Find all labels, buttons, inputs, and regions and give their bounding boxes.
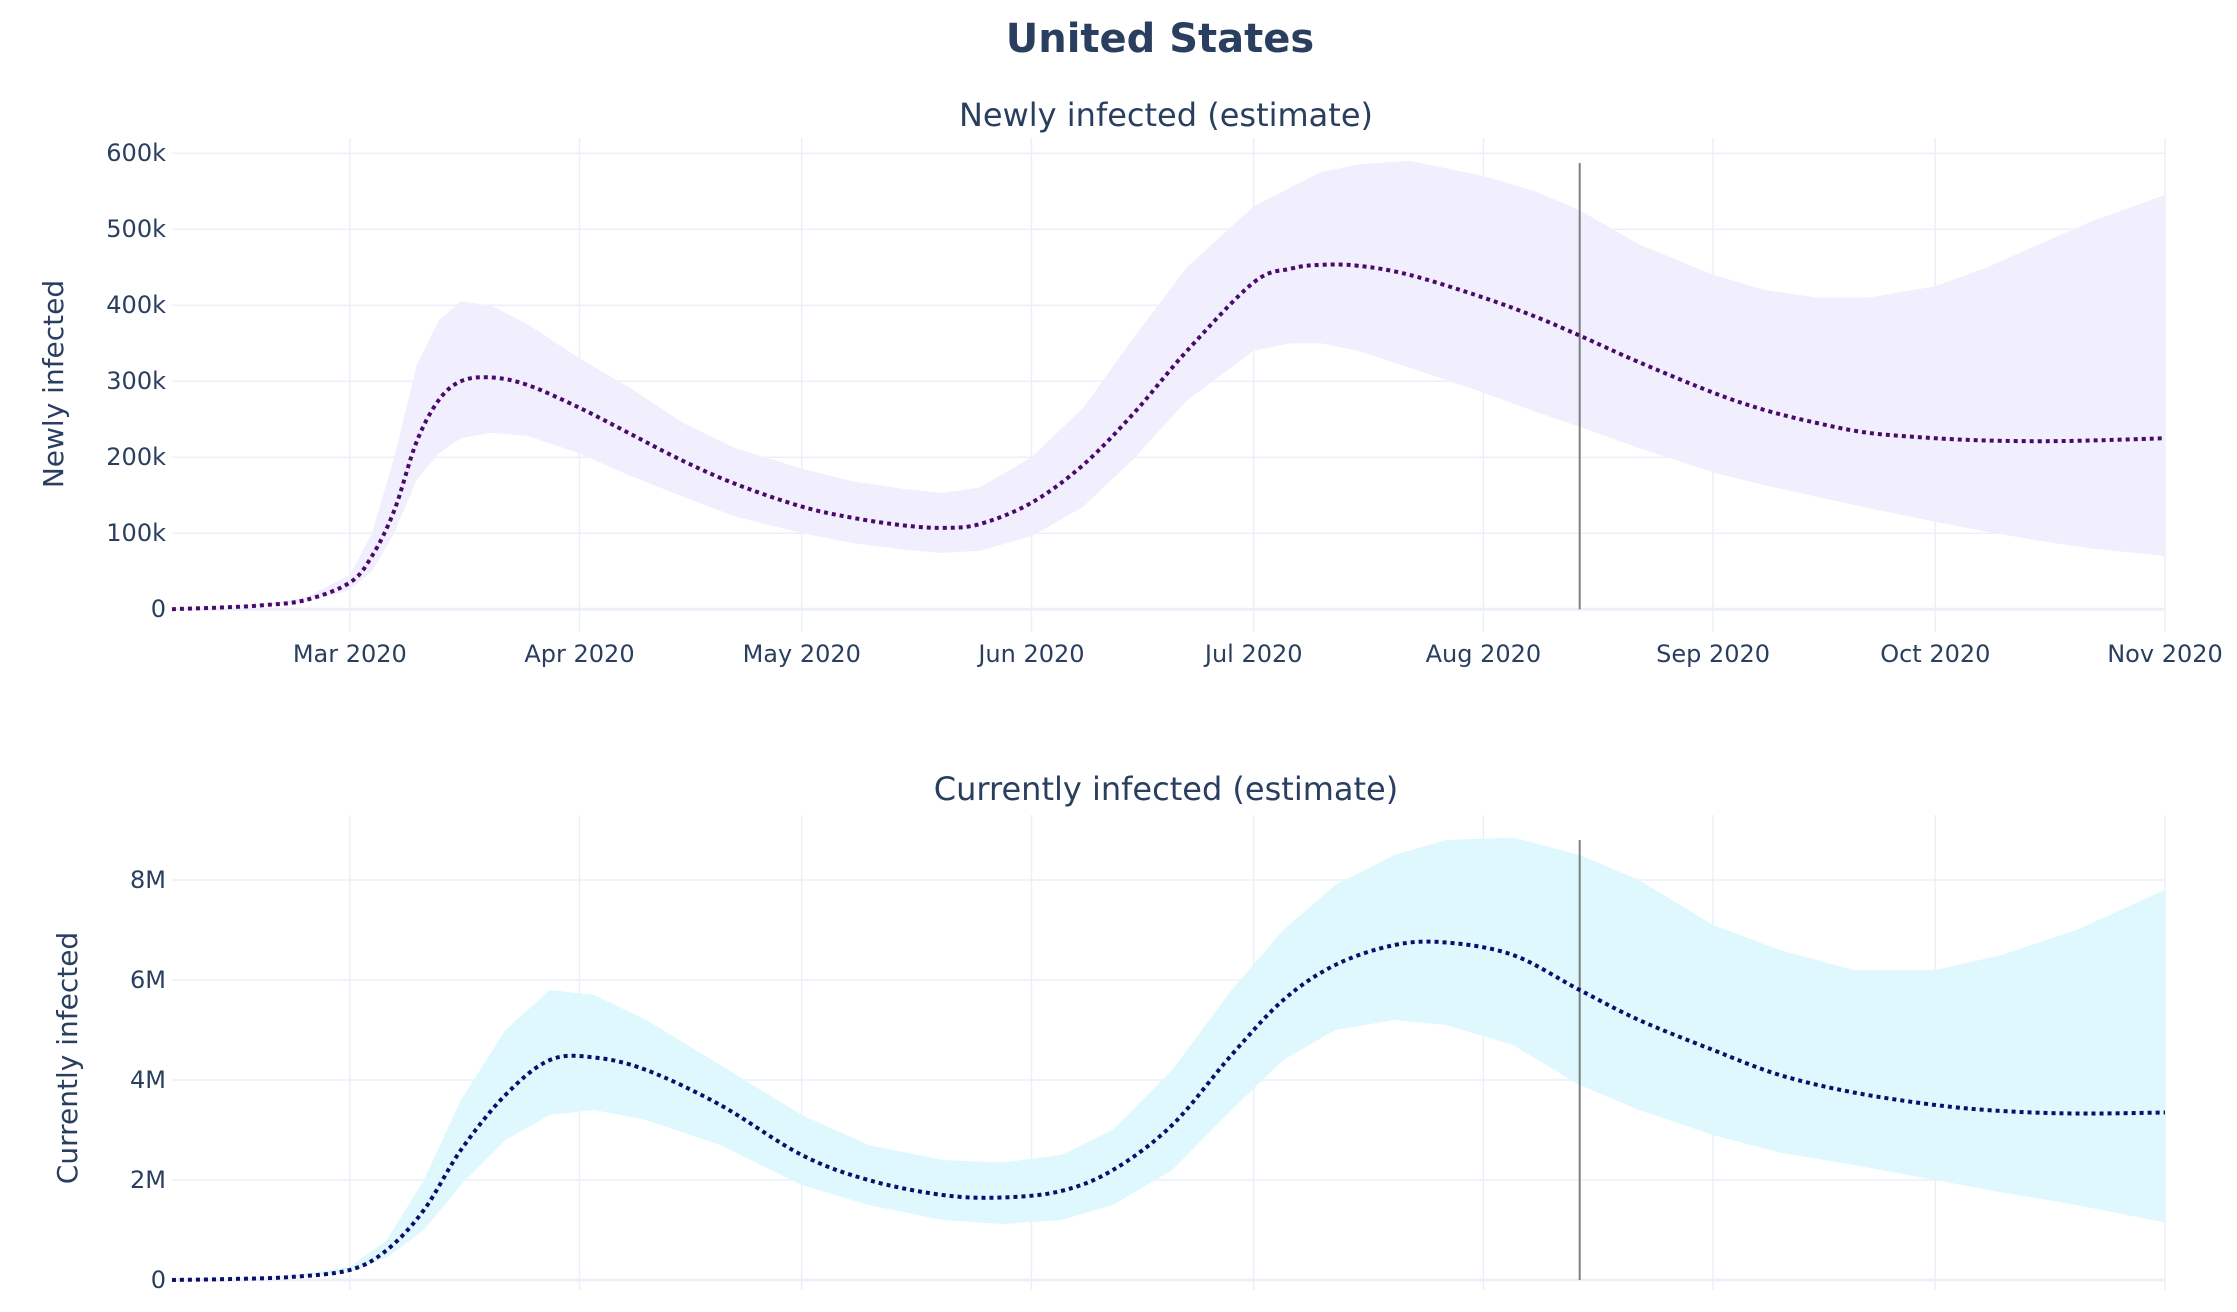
line-current xyxy=(171,939,2166,1282)
confidence-band xyxy=(172,160,2165,610)
y-tick-label: 600k xyxy=(106,139,166,167)
x-ticks-newly: Mar 2020 Apr 2020 May 2020 Jun 2020 Jul 2020… xyxy=(293,640,2223,668)
y-tick-label: 200k xyxy=(106,443,166,471)
x-tick-label: Mar 2020 xyxy=(293,640,407,668)
y-tick-label: 0 xyxy=(151,595,166,623)
x-tick-label: Oct 2020 xyxy=(1880,640,1990,668)
y-tick-label: 8M xyxy=(130,866,166,894)
panel-title-newly: Newly infected (estimate) xyxy=(959,96,1373,134)
band-newly xyxy=(172,160,2165,610)
y-tick-label: 0 xyxy=(151,1266,166,1294)
x-tick-label: Sep 2020 xyxy=(1656,640,1770,668)
y-tick-label: 4M xyxy=(130,1066,166,1094)
y-ticks-current: 0 2M 4M 6M 8M xyxy=(130,866,166,1294)
y-axis-label-current: Currently infected xyxy=(51,932,84,1184)
y-tick-label: 500k xyxy=(106,215,166,243)
main-title: United States xyxy=(1006,16,1314,62)
y-tick-label: 300k xyxy=(106,367,166,395)
y-tick-label: 100k xyxy=(106,519,166,547)
y-axis-label-newly: Newly infected xyxy=(37,280,70,488)
estimate-line xyxy=(171,939,2166,1282)
x-tick-label: Jul 2020 xyxy=(1203,640,1303,668)
y-tick-label: 400k xyxy=(106,291,166,319)
x-tick-label: Apr 2020 xyxy=(524,640,634,668)
y-tick-label: 6M xyxy=(130,966,166,994)
panel-newly-infected: Newly infected (estimate) 0 100k 200k 300k 4… xyxy=(37,96,2223,668)
x-tick-label: May 2020 xyxy=(743,640,861,668)
y-ticks-newly: 0 100k 200k 300k 400k 500k 600k xyxy=(106,139,166,623)
panel-currently-infected: Currently infected (estimate) 02M4M6M8M … xyxy=(51,770,2166,1294)
line-newly xyxy=(171,262,2166,612)
y-tick-label: 2M xyxy=(130,1166,166,1194)
x-tick-label: Jun 2020 xyxy=(976,640,1084,668)
band-current xyxy=(172,837,2165,1280)
x-tick-label: Aug 2020 xyxy=(1426,640,1542,668)
panel-title-current: Currently infected (estimate) xyxy=(934,770,1398,808)
confidence-band xyxy=(172,837,2165,1280)
x-tick-label: Nov 2020 xyxy=(2107,640,2223,668)
estimate-line xyxy=(171,262,2166,612)
